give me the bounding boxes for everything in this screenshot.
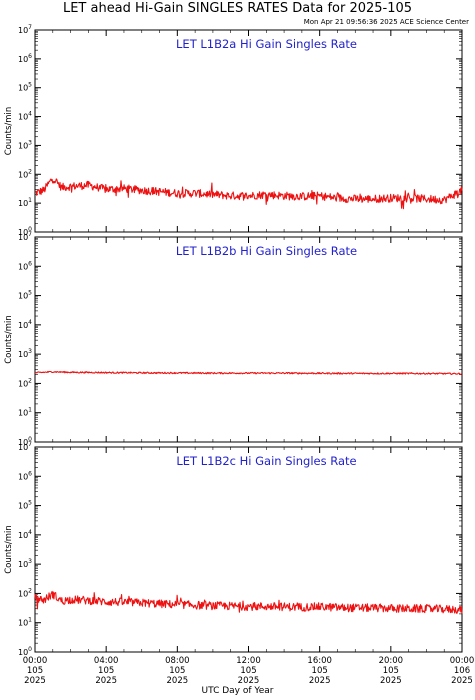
y-tick-label: 100	[18, 646, 32, 657]
plot-frame	[34, 236, 463, 443]
x-tick-doy-label: 105	[169, 666, 185, 676]
y-tick-label: 100	[18, 436, 32, 447]
y-tick-label: 107	[18, 441, 32, 452]
data-series-line	[35, 178, 463, 210]
y-tick-label: 101	[18, 407, 32, 418]
y-tick-label: 103	[18, 348, 32, 359]
x-tick-time-label: 12:00	[236, 656, 261, 666]
x-tick-year-label: 2025	[451, 676, 473, 686]
y-tick-label: 102	[18, 168, 32, 179]
panel-title: LET L1B2c Hi Gain Singles Rate	[176, 454, 356, 468]
x-tick-time-label: 00:00	[23, 656, 48, 666]
y-tick-label: 103	[18, 558, 32, 569]
x-tick-time-label: 00:00	[450, 656, 475, 666]
x-tick-year-label: 2025	[167, 676, 189, 686]
x-tick-time-label: 04:00	[94, 656, 119, 666]
generation-timestamp: Mon Apr 21 09:56:36 2025 ACE Science Cen…	[303, 18, 469, 26]
panel-3: 100 101 102 103 104 105 106 107 LET L1B2c Hi Gai…	[4, 441, 463, 657]
y-axis-label: Counts/min	[4, 315, 14, 364]
plot-frame	[34, 446, 463, 653]
y-tick-label: 107	[18, 231, 32, 242]
x-tick-labels: 00:00105202504:00105202508:00105202512:0…	[23, 656, 475, 686]
y-tick-label: 103	[18, 139, 32, 150]
y-tick-label: 104	[18, 319, 32, 330]
y-axis-label: Counts/min	[4, 525, 14, 574]
y-tick-label: 106	[18, 470, 32, 481]
x-tick-doy-label: 105	[383, 666, 399, 676]
x-tick-doy-label: 105	[27, 666, 43, 676]
data-series-line	[35, 370, 463, 375]
y-tick-label: 101	[18, 617, 32, 628]
x-tick-year-label: 2025	[95, 676, 117, 686]
x-tick-doy-label: 105	[312, 666, 328, 676]
panel-title: LET L1B2a Hi Gain Singles Rate	[176, 37, 357, 51]
panel-2: 100 101 102 103 104 105 106 107 LET L1B2b Hi Gai…	[4, 231, 463, 447]
x-tick-year-label: 2025	[238, 676, 260, 686]
y-tick-label: 102	[18, 377, 32, 388]
x-tick-year-label: 2025	[309, 676, 331, 686]
panel-1: 100 101 102 103 104 105 106 107 LET L1B2a Hi Gai…	[4, 24, 463, 237]
y-tick-label: 106	[18, 260, 32, 271]
plot-frame	[34, 29, 463, 233]
x-tick-time-label: 08:00	[165, 656, 190, 666]
y-tick-label: 104	[18, 111, 32, 122]
x-tick-year-label: 2025	[380, 676, 402, 686]
x-tick-year-label: 2025	[24, 676, 46, 686]
y-tick-label: 106	[18, 53, 32, 64]
y-tick-label: 107	[18, 24, 32, 35]
y-tick-label: 105	[18, 82, 32, 93]
x-axis-label: UTC Day of Year	[201, 686, 274, 696]
figure-title: LET ahead Hi-Gain SINGLES RATES Data for…	[62, 1, 413, 16]
x-tick-doy-label: 105	[98, 666, 114, 676]
y-axis-label: Counts/min	[4, 107, 14, 156]
y-tick-label: 100	[18, 226, 32, 237]
x-tick-doy-label: 106	[454, 666, 470, 676]
x-tick-time-label: 16:00	[307, 656, 332, 666]
y-tick-label: 105	[18, 290, 32, 301]
y-tick-label: 101	[18, 197, 32, 208]
y-tick-label: 102	[18, 587, 32, 598]
data-series-line	[34, 590, 463, 614]
panel-title: LET L1B2b Hi Gain Singles Rate	[176, 244, 357, 258]
y-tick-label: 105	[18, 500, 32, 511]
x-tick-time-label: 20:00	[379, 656, 404, 666]
x-tick-doy-label: 105	[240, 666, 256, 676]
y-tick-label: 104	[18, 529, 32, 540]
